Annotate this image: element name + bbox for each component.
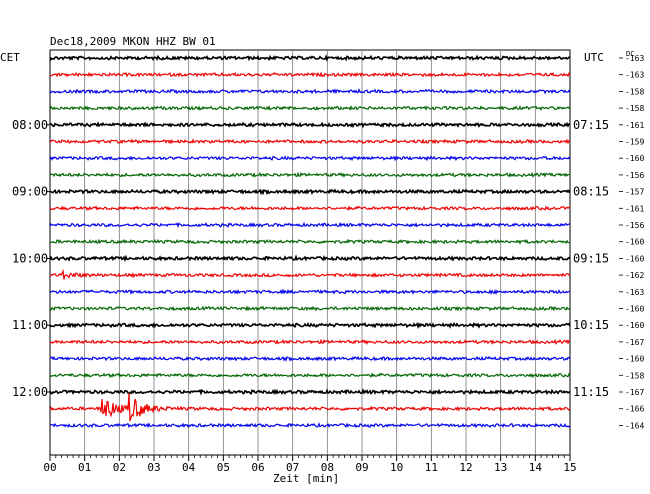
dc-value-4: -161 xyxy=(625,121,644,130)
trace-row-6 xyxy=(49,155,571,162)
dc-value-13: -162 xyxy=(625,271,644,280)
left-timezone-label: CET xyxy=(0,51,20,64)
grid xyxy=(49,49,571,456)
x-tick-label-12: 12 xyxy=(459,461,472,474)
trace-row-15 xyxy=(49,305,571,312)
left-hour-label-0: 08:00 xyxy=(12,118,48,132)
trace-row-0 xyxy=(49,54,571,62)
right-timezone-label: UTC xyxy=(584,51,604,64)
trace-row-19 xyxy=(49,372,571,379)
x-tick-label-15: 15 xyxy=(563,461,576,474)
right-hour-label-0: 07:15 xyxy=(573,118,609,132)
dc-value-5: -159 xyxy=(625,138,644,147)
trace-row-1 xyxy=(49,71,571,78)
x-tick-label-6: 06 xyxy=(251,461,264,474)
dc-value-14: -163 xyxy=(625,288,644,297)
right-hour-label-4: 11:15 xyxy=(573,385,609,399)
dc-value-1: -163 xyxy=(625,71,644,80)
trace-row-21 xyxy=(49,392,571,422)
x-tick-label-8: 08 xyxy=(321,461,334,474)
left-hour-label-1: 09:00 xyxy=(12,185,48,199)
x-tick-label-0: 00 xyxy=(43,461,56,474)
trace-row-12 xyxy=(49,254,571,263)
chart-title: Dec18,2009 MKON HHZ BW 01 xyxy=(50,35,216,48)
plot-frame xyxy=(49,49,571,456)
dc-value-2: -158 xyxy=(625,87,644,96)
dc-value-12: -160 xyxy=(625,254,644,263)
trace-row-22 xyxy=(49,422,571,429)
x-tick-label-14: 14 xyxy=(529,461,543,474)
x-tick-label-13: 13 xyxy=(494,461,507,474)
dc-value-6: -160 xyxy=(625,154,644,163)
trace-row-13 xyxy=(49,268,571,280)
x-axis: 00 01 02 03 04 05 06 07 08 09 10 11 12 13 14 15 xyxy=(43,455,577,474)
trace-row-5 xyxy=(49,138,571,145)
trace-row-3 xyxy=(49,104,571,111)
dc-value-18: -160 xyxy=(625,355,644,364)
x-tick-label-11: 11 xyxy=(425,461,438,474)
trace-row-20 xyxy=(49,388,571,396)
x-axis-label: Zeit [min] xyxy=(273,472,339,485)
x-tick-label-4: 04 xyxy=(182,461,196,474)
x-tick-label-7: 07 xyxy=(286,461,299,474)
dc-value-7: -156 xyxy=(625,171,644,180)
left-hour-label-4: 12:00 xyxy=(12,385,48,399)
dc-value-21: -166 xyxy=(625,405,644,414)
dc-value-8: -157 xyxy=(625,188,644,197)
trace-row-17 xyxy=(49,338,571,345)
trace-row-18 xyxy=(49,355,571,362)
left-hour-label-2: 10:00 xyxy=(12,251,48,265)
dc-value-9: -161 xyxy=(625,204,644,213)
dc-value-20: -167 xyxy=(625,388,644,397)
dc-value-3: -158 xyxy=(625,104,644,113)
dc-value-22: -164 xyxy=(625,421,644,430)
x-tick-label-9: 09 xyxy=(355,461,368,474)
x-tick-label-5: 05 xyxy=(217,461,230,474)
trace-row-8 xyxy=(49,188,571,196)
trace-row-10 xyxy=(49,221,571,229)
x-tick-label-3: 03 xyxy=(147,461,160,474)
dc-value-11: -160 xyxy=(625,238,644,247)
trace-row-7 xyxy=(49,171,570,178)
dc-value-19: -158 xyxy=(625,371,644,380)
trace-row-2 xyxy=(49,88,571,95)
dc-header: DC xyxy=(626,50,634,58)
dc-value-17: -167 xyxy=(625,338,644,347)
trace-row-4 xyxy=(49,121,570,129)
trace-row-14 xyxy=(49,288,571,295)
dc-value-10: -156 xyxy=(625,221,644,230)
right-hour-label-2: 09:15 xyxy=(573,251,609,265)
traces xyxy=(49,54,571,429)
left-hour-label-3: 11:00 xyxy=(12,318,48,332)
dc-value-16: -160 xyxy=(625,321,644,330)
x-tick-label-1: 01 xyxy=(78,461,91,474)
right-hour-label-1: 08:15 xyxy=(573,185,609,199)
trace-row-16 xyxy=(49,321,571,330)
x-tick-label-2: 02 xyxy=(113,461,126,474)
labels: -163 -163 -158 -158 -161 -159 -160 -156 -157 -161… xyxy=(12,54,644,430)
x-tick-label-10: 10 xyxy=(390,461,403,474)
trace-row-11 xyxy=(49,238,571,245)
right-hour-label-3: 10:15 xyxy=(573,318,609,332)
dc-value-15: -160 xyxy=(625,305,644,314)
trace-row-9 xyxy=(49,205,571,212)
dc-value-0: -163 xyxy=(625,54,644,63)
